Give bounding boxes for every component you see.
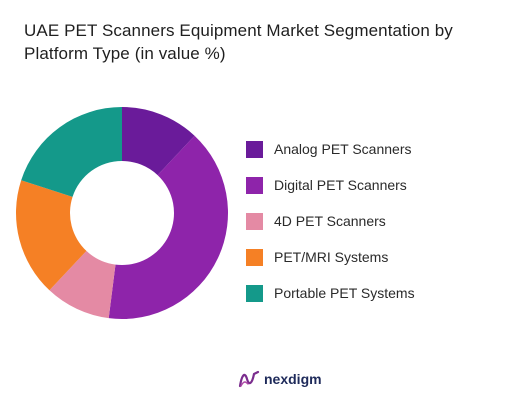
donut-slice-analog-pet-scanners bbox=[122, 107, 195, 176]
legend-swatch bbox=[246, 248, 263, 266]
legend-item: 4D PET Scanners bbox=[246, 203, 415, 239]
legend-label: 4D PET Scanners bbox=[274, 213, 386, 229]
legend-item: Digital PET Scanners bbox=[246, 167, 415, 203]
legend-swatch bbox=[246, 284, 263, 302]
legend-item: PET/MRI Systems bbox=[246, 239, 415, 275]
legend-label: PET/MRI Systems bbox=[274, 249, 389, 265]
legend-label: Analog PET Scanners bbox=[274, 141, 412, 157]
legend-label: Portable PET Systems bbox=[274, 285, 415, 301]
legend-label: Digital PET Scanners bbox=[274, 177, 407, 193]
chart-legend: Analog PET Scanners Digital PET Scanners 4… bbox=[246, 131, 415, 311]
donut-slice-pet-mri-systems bbox=[15, 180, 87, 291]
brand-logo: nexdigm bbox=[238, 370, 322, 388]
chart-title: UAE PET Scanners Equipment Market Segmen… bbox=[24, 21, 453, 63]
legend-item: Analog PET Scanners bbox=[246, 131, 415, 167]
legend-swatch bbox=[246, 212, 263, 230]
legend-swatch bbox=[246, 176, 263, 194]
donut-slice-portable-pet-systems bbox=[21, 107, 122, 197]
nexdigm-logo-icon bbox=[238, 370, 260, 388]
legend-item: Portable PET Systems bbox=[246, 275, 415, 311]
brand-name: nexdigm bbox=[264, 371, 322, 387]
donut-slice-4d-pet-scanners bbox=[49, 250, 116, 319]
legend-swatch bbox=[246, 140, 263, 158]
donut-slice-digital-pet-scanners bbox=[108, 135, 229, 319]
